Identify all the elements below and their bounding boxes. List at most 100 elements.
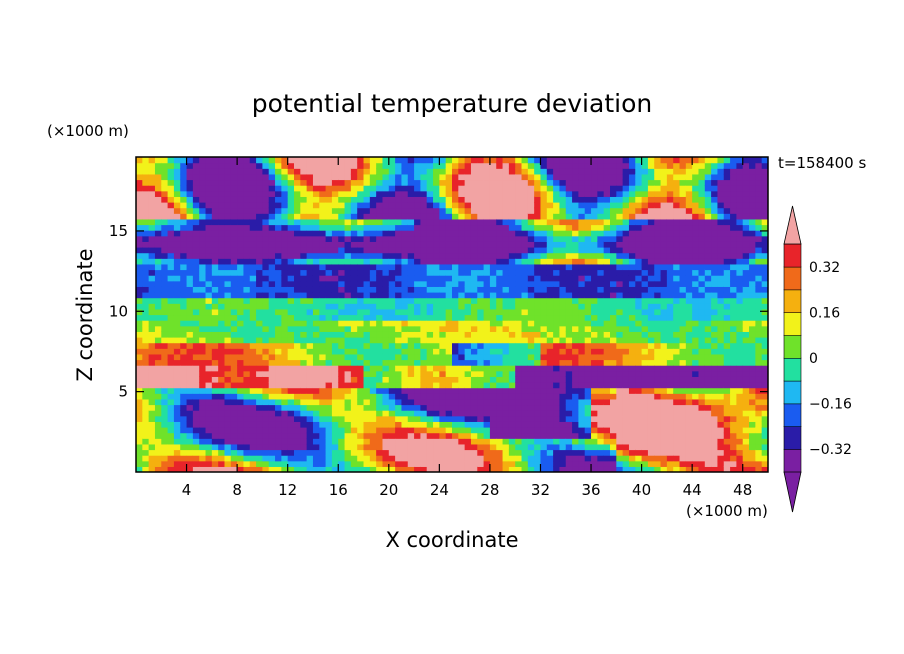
heatmap-cell [635, 331, 643, 338]
heatmap-cell [167, 162, 175, 169]
heatmap-cell [331, 353, 339, 361]
heatmap-cell [148, 365, 156, 372]
heatmap-cell [666, 247, 674, 254]
heatmap-cell [287, 292, 295, 299]
heatmap-cell [692, 190, 700, 197]
heatmap-cell [641, 297, 649, 304]
heatmap-cell [515, 196, 523, 203]
heatmap-cell [173, 466, 181, 472]
heatmap-cell [496, 173, 504, 181]
heatmap-cell [388, 410, 396, 417]
heatmap-cell [306, 280, 314, 287]
heatmap-cell [559, 460, 567, 467]
heatmap-cell [256, 466, 263, 472]
heatmap-cell [540, 337, 548, 344]
heatmap-cell [331, 387, 339, 394]
heatmap-cell [180, 387, 188, 394]
heatmap-cell [243, 466, 251, 472]
heatmap-cell [445, 320, 453, 327]
heatmap-cell [597, 370, 605, 377]
heatmap-cell [294, 275, 301, 282]
heatmap-cell [344, 376, 352, 383]
heatmap-cell [294, 365, 301, 372]
heatmap-cell [338, 196, 346, 203]
heatmap-cell [420, 359, 428, 366]
heatmap-cell [281, 202, 289, 209]
heatmap-cell [673, 157, 681, 164]
heatmap-cell [464, 247, 472, 254]
heatmap-cell [546, 185, 554, 192]
heatmap-cell [622, 359, 630, 366]
heatmap-cell [565, 359, 573, 366]
heatmap-cell [527, 353, 535, 361]
heatmap-cell [477, 269, 485, 276]
heatmap-cell [433, 421, 440, 428]
heatmap-cell [262, 376, 270, 383]
heatmap-cell [685, 247, 693, 254]
heatmap-cell [426, 297, 434, 304]
heatmap-cell [521, 393, 529, 400]
heatmap-cell [192, 415, 200, 422]
heatmap-cell [363, 185, 371, 192]
heatmap-cell [237, 286, 245, 293]
heatmap-cell [167, 218, 175, 226]
heatmap-cell [369, 168, 377, 175]
heatmap-cell [256, 162, 263, 169]
heatmap-cell [445, 460, 453, 467]
heatmap-cell [660, 179, 668, 186]
heatmap-cell [382, 376, 390, 383]
heatmap-cell [660, 353, 668, 361]
heatmap-cell [300, 190, 308, 197]
heatmap-cell [635, 157, 643, 164]
heatmap-cell [660, 252, 668, 259]
heatmap-cell [610, 157, 617, 164]
heatmap-cell [180, 353, 188, 361]
heatmap-cell [344, 359, 352, 366]
heatmap-cell [180, 280, 188, 287]
heatmap-cell [496, 247, 504, 254]
heatmap-cell [521, 320, 529, 327]
heatmap-cell [262, 308, 270, 316]
heatmap-cell [692, 258, 700, 265]
heatmap-cell [420, 415, 428, 422]
heatmap-cell [565, 342, 573, 349]
heatmap-cell [173, 179, 181, 186]
heatmap-cell [433, 359, 440, 366]
heatmap-cell [553, 263, 561, 271]
heatmap-cell [363, 387, 371, 394]
heatmap-cell [154, 466, 162, 472]
heatmap-cell [496, 157, 504, 164]
heatmap-cell [205, 269, 213, 276]
heatmap-cell [426, 190, 434, 197]
heatmap-cell [654, 342, 662, 349]
heatmap-cell [136, 404, 143, 411]
heatmap-cell [395, 325, 403, 332]
heatmap-cell [186, 173, 194, 181]
heatmap-cell [382, 427, 390, 434]
heatmap-cell [679, 337, 687, 344]
heatmap-cell [275, 331, 282, 338]
heatmap-cell [616, 337, 624, 344]
heatmap-cell [237, 297, 245, 304]
heatmap-cell [154, 213, 162, 220]
heatmap-cell [420, 157, 428, 164]
heatmap-cell [300, 398, 308, 406]
heatmap-cell [167, 331, 175, 338]
heatmap-cell [673, 370, 681, 377]
heatmap-cell [142, 308, 150, 316]
heatmap-cell [382, 218, 390, 226]
heatmap-cell [300, 297, 308, 304]
heatmap-cell [249, 179, 257, 186]
heatmap-cell [666, 387, 674, 394]
heatmap-cell [546, 286, 554, 293]
heatmap-cell [218, 398, 226, 406]
heatmap-cell [641, 269, 649, 276]
heatmap-cell [692, 303, 700, 310]
heatmap-cell [572, 404, 579, 411]
heatmap-cell [275, 432, 282, 439]
heatmap-cell [515, 393, 523, 400]
heatmap-cell [433, 314, 440, 321]
heatmap-cell [388, 207, 396, 214]
heatmap-cell [464, 438, 472, 445]
heatmap-cell [622, 466, 630, 472]
